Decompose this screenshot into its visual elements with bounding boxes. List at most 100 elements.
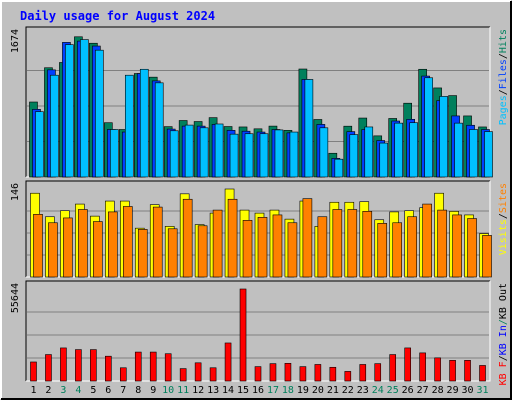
x-tick-label-day-18: 18 [282,385,294,396]
bar-pages-day-13 [214,123,224,178]
legend-separator: / [498,53,509,59]
bar-kb-f-day-23 [359,364,367,382]
bar-kb-f-day-24 [374,363,382,382]
bar-kb-f-day-29 [449,360,456,382]
panel-legend-hits-files-pages: Pages/Files/Hits [498,29,509,125]
bar-kb-f-day-31 [479,365,486,382]
bar-kb-f-day-19 [299,366,307,382]
bar-sites-day-24 [377,223,388,278]
bar-pages-day-25 [394,122,404,178]
bar-kb-f-day-18 [284,363,292,382]
bar-kb-f-day-21 [329,366,337,382]
bar-pages-day-21 [334,158,344,178]
chart-panels: 1674Pages/Files/Hits146Visits/Sites55644… [10,26,509,385]
panel-legend-kb: KB F/KB In/KB Out [498,283,509,385]
bar-sites-day-30 [467,218,477,278]
x-tick-label-day-28: 28 [432,385,444,396]
bar-pages-day-26 [409,122,418,178]
x-axis-day-labels: 1 2 3 4 5 6 7 8 9 10 11 12 13 14 15 16 17 18 19 20 21 22 23 24 2… [30,385,488,396]
bar-kb-f-day-27 [419,352,426,382]
bar-pages-day-31 [484,131,493,178]
panel-max-label-visits-sites: 146 [10,183,21,201]
x-tick-label-day-19: 19 [297,385,309,396]
bar-sites-day-1 [33,214,43,278]
bar-pages-day-20 [319,127,329,178]
x-tick-label-day-7: 7 [120,385,126,396]
x-tick-label-day-31: 31 [476,385,488,396]
x-tick-label-day-2: 2 [45,385,51,396]
bar-kb-f-day-6 [105,355,112,382]
x-tick-label-day-15: 15 [237,385,249,396]
panel-max-label-kb: 55644 [10,283,21,313]
legend-item: Files [498,59,509,89]
bar-kb-f-day-3 [60,347,67,382]
legend-separator: / [498,319,509,325]
bar-sites-day-19 [302,198,313,278]
bar-pages-day-3 [65,44,74,178]
bar-pages-day-6 [110,129,119,178]
bar-sites-day-2 [48,222,58,278]
legend-item: KB In [498,325,509,355]
x-tick-label-day-13: 13 [207,385,219,396]
bar-sites-day-15 [242,220,253,278]
x-tick-label-day-6: 6 [105,385,111,396]
bar-pages-day-15 [244,133,254,178]
bar-sites-day-20 [317,216,328,278]
bar-pages-day-10 [169,130,179,178]
bar-pages-day-2 [50,74,59,178]
bar-kb-f-day-9 [149,351,157,382]
bar-kb-f-day-10 [164,353,172,382]
legend-separator: / [498,89,509,95]
panel-border-dark [25,280,490,381]
x-tick-label-day-27: 27 [417,385,429,396]
x-tick-label-day-14: 14 [222,385,234,396]
bar-pages-day-23 [364,126,374,178]
bar-sites-day-27 [422,203,432,278]
bar-sites-day-31 [482,235,492,278]
bar-pages-day-18 [289,131,299,178]
bar-sites-day-29 [452,214,462,278]
bar-sites-day-12 [197,225,208,278]
bar-sites-day-5 [93,221,103,278]
x-tick-label-day-29: 29 [447,385,459,396]
x-tick-label-day-11: 11 [177,385,189,396]
legend-item: KB Out [498,283,509,319]
bar-sites-day-22 [347,209,358,278]
bar-pages-day-5 [95,49,104,178]
bar-kb-f-day-13 [209,367,217,382]
bar-pages-day-28 [439,96,448,178]
x-tick-label-day-22: 22 [342,385,354,396]
chart-title: Daily usage for August 2024 [20,9,215,23]
bar-kb-f-day-28 [434,357,441,382]
bar-sites-day-3 [63,217,73,278]
legend-item: KB F [498,361,509,385]
bar-kb-f-day-22 [344,371,352,382]
x-tick-label-day-9: 9 [150,385,156,396]
bar-sites-day-25 [392,222,403,278]
bar-sites-day-6 [108,211,118,278]
legend-separator: / [498,213,509,219]
x-tick-label-day-1: 1 [30,385,36,396]
bar-sites-day-23 [362,211,373,278]
x-tick-label-day-20: 20 [312,385,324,396]
legend-item: Sites [498,183,509,213]
bar-kb-f-day-20 [314,364,322,382]
x-tick-label-day-8: 8 [135,385,141,396]
bar-pages-day-11 [184,124,194,178]
bar-pages-day-1 [35,111,44,178]
bar-sites-day-9 [152,206,163,278]
bar-pages-day-9 [154,82,164,178]
x-tick-label-day-10: 10 [162,385,174,396]
x-tick-label-day-25: 25 [387,385,399,396]
legend-item: Pages [498,95,509,125]
bar-pages-day-7 [124,74,134,178]
legend-item: Visits [498,219,509,255]
bar-kb-f-day-8 [134,351,142,382]
bar-pages-day-29 [454,122,463,178]
panel-border-dark [25,180,490,277]
panel-legend-visits-sites: Visits/Sites [498,183,509,255]
panel-max-label-hits-files-pages: 1674 [10,29,21,53]
